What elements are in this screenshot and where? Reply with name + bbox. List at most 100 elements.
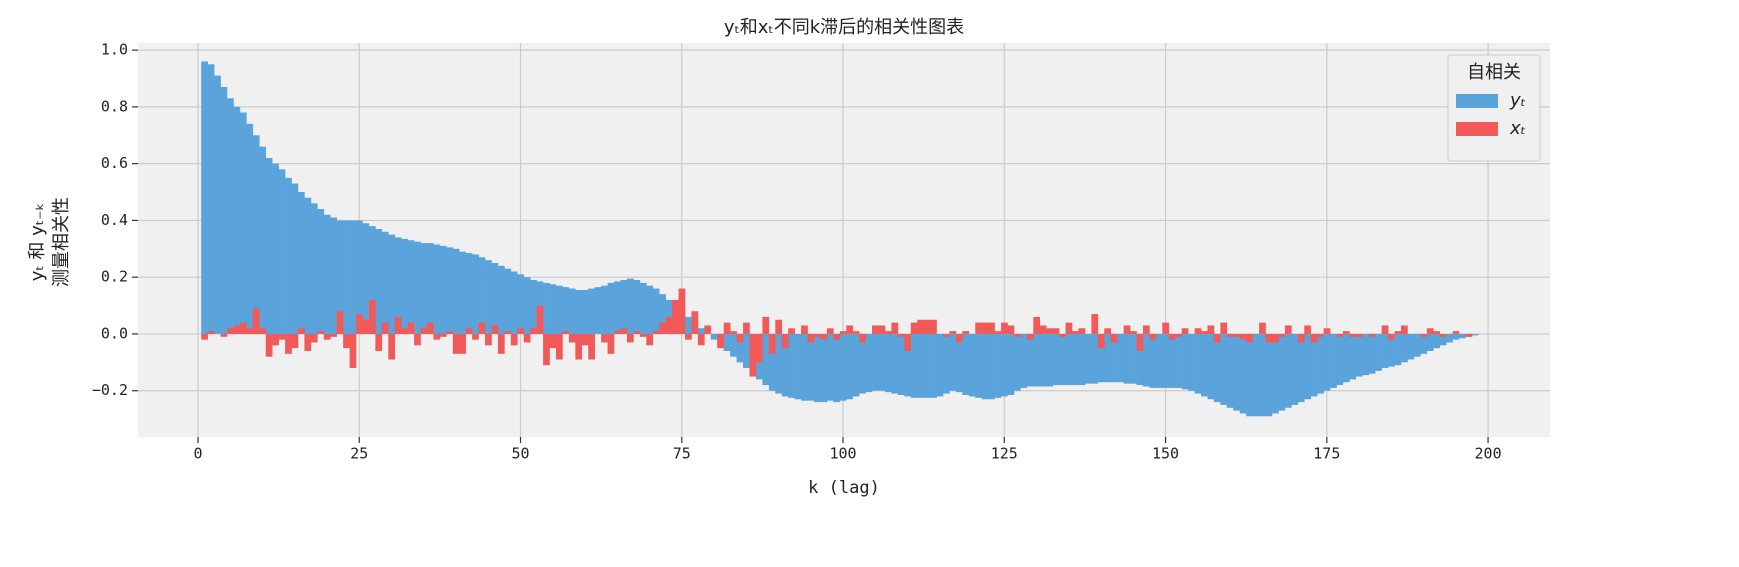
bar <box>1400 333 1408 363</box>
bar <box>807 333 815 343</box>
bar <box>1278 333 1286 411</box>
bar <box>485 260 492 334</box>
y-axis-label-line: 测量相关性 <box>51 197 72 287</box>
bar <box>1155 333 1163 388</box>
y-tick-label: 1.0 <box>101 41 128 59</box>
bar <box>1213 333 1221 343</box>
bar <box>1168 333 1176 340</box>
y-tick-label: 0.6 <box>101 154 128 172</box>
bar <box>575 289 583 334</box>
bar <box>491 325 499 334</box>
bar <box>517 328 525 334</box>
bar <box>356 220 363 334</box>
bar <box>330 333 337 337</box>
bar <box>336 220 344 334</box>
bar <box>1091 333 1099 384</box>
bar <box>949 333 957 391</box>
bar <box>523 333 531 343</box>
bar <box>317 209 325 334</box>
bar <box>833 333 841 340</box>
bar <box>626 278 634 334</box>
bar <box>930 319 937 334</box>
bar <box>891 322 899 334</box>
bar <box>1039 325 1047 334</box>
bar <box>426 322 434 334</box>
bar <box>1252 333 1260 417</box>
bar <box>1175 333 1182 388</box>
bar <box>775 333 783 394</box>
bar <box>227 98 234 334</box>
y-axis-label: yₜ 和 yₜ₋ₖ 测量相关性 <box>27 197 72 287</box>
bar <box>426 243 434 334</box>
bar <box>1355 333 1363 337</box>
bar <box>1117 333 1124 383</box>
bar <box>530 280 537 334</box>
bar <box>672 299 679 334</box>
bar <box>949 331 957 334</box>
bar <box>1420 333 1428 337</box>
bar <box>201 61 208 334</box>
y-tick-label: 0.2 <box>101 268 128 286</box>
bar <box>259 146 267 334</box>
bar <box>1426 333 1434 351</box>
bar <box>439 333 447 337</box>
bar <box>297 328 305 334</box>
bar <box>278 169 286 334</box>
bar <box>549 333 557 349</box>
bar <box>246 123 254 334</box>
bar <box>659 294 666 334</box>
bar <box>472 254 479 334</box>
bar <box>975 322 983 334</box>
y-tick-label: 0.0 <box>101 324 128 342</box>
bar <box>336 311 344 334</box>
bar <box>846 333 854 400</box>
bar <box>252 308 260 334</box>
chart-title: yₜ和xₜ不同k滞后的相关性图表 <box>724 17 964 38</box>
bar <box>1323 333 1331 391</box>
bar <box>646 285 654 334</box>
bar <box>304 197 312 334</box>
bar <box>801 325 808 334</box>
bar <box>659 322 666 334</box>
bar <box>684 333 692 340</box>
bar <box>704 325 712 334</box>
bar <box>233 325 241 334</box>
bar <box>497 333 505 354</box>
bar <box>401 328 408 334</box>
bar <box>1426 328 1434 334</box>
bar <box>562 331 570 334</box>
bar <box>878 333 886 391</box>
bar <box>278 333 286 340</box>
bar <box>1271 333 1279 343</box>
bar <box>1259 333 1266 417</box>
bar <box>639 333 647 337</box>
bar <box>1446 333 1453 343</box>
bar <box>207 331 215 334</box>
bar <box>388 333 396 360</box>
bar <box>1239 333 1247 340</box>
x-tick-label: 75 <box>673 445 691 463</box>
bar <box>1020 333 1028 388</box>
bar <box>1065 333 1073 386</box>
bar <box>310 333 318 343</box>
bar <box>1142 325 1150 334</box>
bar <box>581 289 589 334</box>
bar <box>981 333 989 400</box>
bar <box>252 135 260 334</box>
bar <box>491 262 499 334</box>
bar <box>1207 325 1215 334</box>
bar <box>310 203 318 334</box>
bar <box>1388 333 1395 340</box>
bar <box>943 333 950 337</box>
bar <box>601 285 608 334</box>
bar <box>1072 333 1079 386</box>
bar <box>1046 328 1053 334</box>
bar <box>1142 333 1150 387</box>
bar <box>1323 328 1331 334</box>
bar <box>1181 333 1189 390</box>
bar <box>607 282 615 334</box>
bar <box>910 322 918 334</box>
bar <box>1136 333 1144 351</box>
bar <box>955 333 963 343</box>
bar <box>1226 333 1234 408</box>
